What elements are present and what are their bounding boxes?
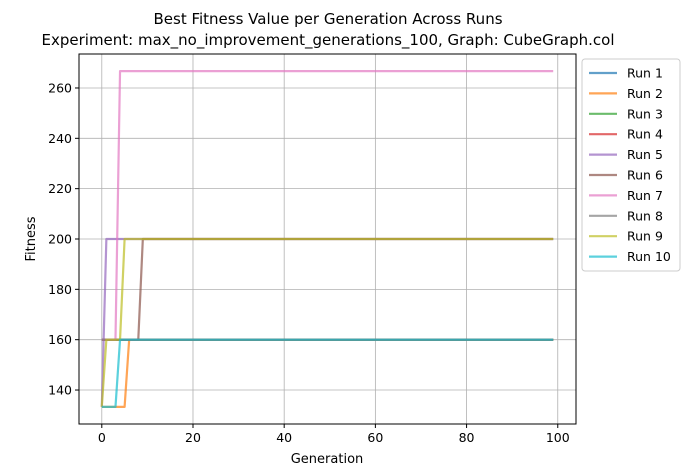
series-line-run-10 [101, 338, 554, 408]
y-tick-label: 240 [48, 131, 72, 146]
x-tick-label: 100 [546, 430, 570, 445]
legend-label: Run 1 [627, 66, 663, 81]
legend-label: Run 5 [627, 147, 663, 162]
y-tick-label: 220 [48, 181, 72, 196]
x-axis-label: Generation [291, 452, 364, 467]
series-lines [100, 70, 554, 408]
legend-label: Run 4 [627, 127, 663, 142]
x-tick-label: 80 [459, 430, 475, 445]
y-tick-label: 200 [48, 232, 72, 247]
series-line-run-9 [100, 237, 554, 407]
x-tick-label: 20 [185, 430, 201, 445]
legend-label: Run 8 [627, 208, 663, 223]
series-line-run-2 [101, 338, 554, 408]
legend-label: Run 9 [627, 229, 663, 244]
chart-title: Best Fitness Value per Generation Across… [153, 10, 502, 28]
y-tick-label: 260 [48, 80, 72, 95]
y-tick-label: 180 [48, 282, 72, 297]
x-tick-label: 40 [276, 430, 292, 445]
legend-label: Run 2 [627, 86, 663, 101]
series-line-run-7 [101, 70, 554, 341]
legend-label: Run 10 [627, 249, 671, 264]
y-axis-label: Fitness [24, 216, 39, 261]
chart-subtitle: Experiment: max_no_improvement_generatio… [42, 31, 615, 50]
legend-box [581, 58, 681, 272]
legend-label: Run 6 [627, 168, 663, 183]
x-tick-label: 60 [367, 430, 383, 445]
y-tick-label: 160 [48, 332, 72, 347]
y-tick-label: 140 [48, 383, 72, 398]
ticks: 0 20 40 60 80 100 140 160 180 200 220 240 260 [48, 80, 570, 445]
x-tick-label: 0 [98, 430, 106, 445]
legend-label: Run 3 [627, 106, 663, 121]
series-line-run-5 [100, 237, 554, 407]
legend: Run 1 Run 2 Run 3 Run 4 Run 5 Run 6 Run 7 Run 8… [581, 58, 681, 272]
legend-label: Run 7 [627, 188, 663, 203]
